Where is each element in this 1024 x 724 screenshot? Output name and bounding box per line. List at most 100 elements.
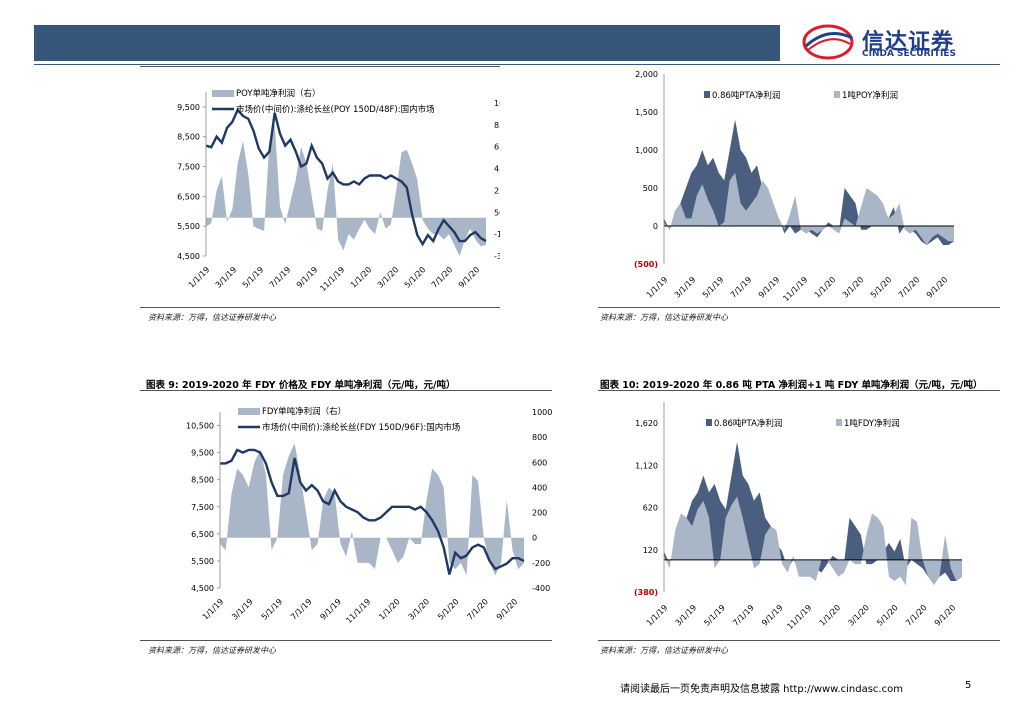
c4-x-tick-6: 1/1/20 <box>818 603 843 628</box>
c2-x-tick-8: 5/1/20 <box>869 275 894 300</box>
page-number: 5 <box>965 680 972 691</box>
c2-y-tick-2: 1,000 <box>635 146 658 155</box>
c3-x-tick-7: 3/1/20 <box>407 597 432 622</box>
c4-y-tick-3: 120 <box>643 546 658 555</box>
c3-yr-tick-5: 0 <box>532 534 537 543</box>
c3-yr-tick-1: 800 <box>532 433 547 442</box>
cinda-logo-mark-icon <box>802 24 854 60</box>
c2-x-tick-3: 7/1/19 <box>729 275 754 300</box>
chart3-top-rule <box>140 390 552 391</box>
c3-x-tick-4: 9/1/19 <box>318 597 343 622</box>
cinda-logo: 信达证券 CINDA SECURITIES <box>800 22 990 62</box>
c2-legend-1: 1吨POY净利润 <box>842 90 898 101</box>
c2-x-tick-9: 7/1/20 <box>897 275 922 300</box>
c3-legend-0: FDY单吨净利润（右） <box>262 406 346 417</box>
c2-y-tick-5: (500) <box>634 260 658 269</box>
c1-yr-tick-5: 50 <box>494 208 500 217</box>
chart1-source: 资料来源：万得，信达证券研发中心 <box>148 313 276 322</box>
c3-x-tick-2: 5/1/19 <box>260 597 285 622</box>
c2-legend-swatch-0 <box>704 91 710 98</box>
c3-x-tick-3: 7/1/19 <box>289 597 314 622</box>
c2-legend-swatch-1 <box>834 91 840 98</box>
c2-x-tick-10: 9/1/20 <box>925 275 950 300</box>
c1-x-tick-10: 9/1/20 <box>457 265 482 290</box>
chart4-source: 资料来源：万得，信达证券研发中心 <box>600 646 728 655</box>
c3-legend-1: 市场价(中间价):涤纶长丝(FDY 150D/96F):国内市场 <box>262 422 460 433</box>
chart4-top-rule <box>598 390 1000 391</box>
c3-yl-tick-5: 5,500 <box>191 557 214 566</box>
c4-y-tick-0: 1,620 <box>635 419 658 428</box>
c4-x-tick-3: 7/1/19 <box>731 603 756 628</box>
c1-yr-tick-7: -350 <box>494 252 500 261</box>
c2-area-series-1 <box>664 172 954 245</box>
header-divider <box>34 64 1000 65</box>
c1-x-tick-5: 11/1/19 <box>318 265 346 293</box>
c4-x-tick-2: 5/1/19 <box>702 603 727 628</box>
c4-x-tick-5: 11/1/19 <box>785 603 813 631</box>
chart-poy-price-profit: 9,500 8,500 7,500 6,500 5,500 4,500 1050 850 650… <box>177 88 500 293</box>
c1-x-tick-3: 7/1/19 <box>268 265 293 290</box>
logo-chinese: 信达证券 <box>862 30 955 55</box>
c2-x-tick-7: 3/1/20 <box>841 275 866 300</box>
c3-yr-tick-0: 1000 <box>532 408 552 417</box>
c3-yr-tick-3: 400 <box>532 483 547 492</box>
c1-x-tick-1: 3/1/19 <box>214 265 239 290</box>
c3-x-tick-1: 3/1/19 <box>230 597 255 622</box>
c4-x-tick-4: 9/1/19 <box>760 603 785 628</box>
footer-disclaimer: 请阅读最后一页免责声明及信息披露 http://www.cindasc.com <box>620 684 903 695</box>
c3-price-line <box>220 448 525 575</box>
c1-area-series <box>206 124 486 256</box>
c3-x-tick-10: 9/1/20 <box>495 597 520 622</box>
c4-x-tick-7: 3/1/20 <box>846 603 871 628</box>
c3-x-tick-0: 1/1/19 <box>201 597 226 622</box>
logo-english: CINDA SECURITIES <box>862 49 956 59</box>
c1-yl-tick-4: 5,500 <box>177 222 200 231</box>
c1-yl-tick-1: 8,500 <box>177 133 200 142</box>
c4-x-tick-0: 1/1/19 <box>645 603 670 628</box>
c1-yr-tick-6: -150 <box>494 230 500 239</box>
c2-x-tick-0: 1/1/19 <box>645 275 670 300</box>
c1-price-line <box>205 107 487 247</box>
c3-x-tick-5: 11/1/19 <box>344 597 372 625</box>
c2-legend-0: 0.86吨PTA净利润 <box>712 90 780 101</box>
c1-x-tick-0: 1/1/19 <box>187 265 212 290</box>
c3-yr-tick-7: -400 <box>532 584 550 593</box>
c1-yr-tick-0: 1050 <box>494 99 500 108</box>
c3-x-tick-9: 7/1/20 <box>465 597 490 622</box>
c1-legend-1: 市场价(中间价):涤纶长丝(POY 150D/48F):国内市场 <box>236 104 435 115</box>
c4-legend-swatch-0 <box>706 419 712 426</box>
c3-yl-tick-3: 7,500 <box>191 503 214 512</box>
c2-x-tick-5: 11/1/19 <box>781 275 809 303</box>
c3-legend-swatch-area <box>238 408 260 415</box>
c2-x-tick-6: 1/1/20 <box>813 275 838 300</box>
c3-yl-tick-4: 6,500 <box>191 530 214 539</box>
c4-area-series-1 <box>664 496 962 586</box>
c2-x-tick-2: 5/1/19 <box>701 275 726 300</box>
c1-legend-0: POY单吨净利润（右） <box>236 88 321 99</box>
c3-yr-tick-2: 600 <box>532 458 547 467</box>
c4-legend-1: 1吨FDY净利润 <box>844 418 900 429</box>
c2-y-tick-4: 0 <box>653 222 658 231</box>
c2-x-tick-4: 9/1/19 <box>757 275 782 300</box>
c1-yl-tick-0: 9,500 <box>177 103 200 112</box>
c1-yr-tick-2: 650 <box>494 143 500 152</box>
c2-y-tick-1: 1,500 <box>635 108 658 117</box>
c3-yr-tick-4: 200 <box>532 509 547 518</box>
c2-y-tick-3: 500 <box>643 184 658 193</box>
c4-x-tick-8: 5/1/20 <box>875 603 900 628</box>
c1-yr-tick-3: 450 <box>494 165 500 174</box>
c1-yr-tick-4: 250 <box>494 186 500 195</box>
c4-x-tick-9: 7/1/20 <box>904 603 929 628</box>
figure-10-title: 图表 10: 2019-2020 年 0.86 吨 PTA 净利润+1 吨 FD… <box>600 380 983 391</box>
c3-yl-tick-6: 4,500 <box>191 584 214 593</box>
c3-area-series <box>220 443 524 576</box>
c1-yl-tick-5: 4,500 <box>177 252 200 261</box>
chart3-source: 资料来源：万得，信达证券研发中心 <box>148 646 276 655</box>
c4-x-tick-10: 9/1/20 <box>933 603 958 628</box>
c1-x-tick-7: 3/1/20 <box>376 265 401 290</box>
c4-y-tick-2: 620 <box>643 504 658 513</box>
figure-9-title: 图表 9: 2019-2020 年 FDY 价格及 FDY 单吨净利润（元/吨，… <box>146 380 456 391</box>
chart1-bottom-rule <box>140 307 500 308</box>
